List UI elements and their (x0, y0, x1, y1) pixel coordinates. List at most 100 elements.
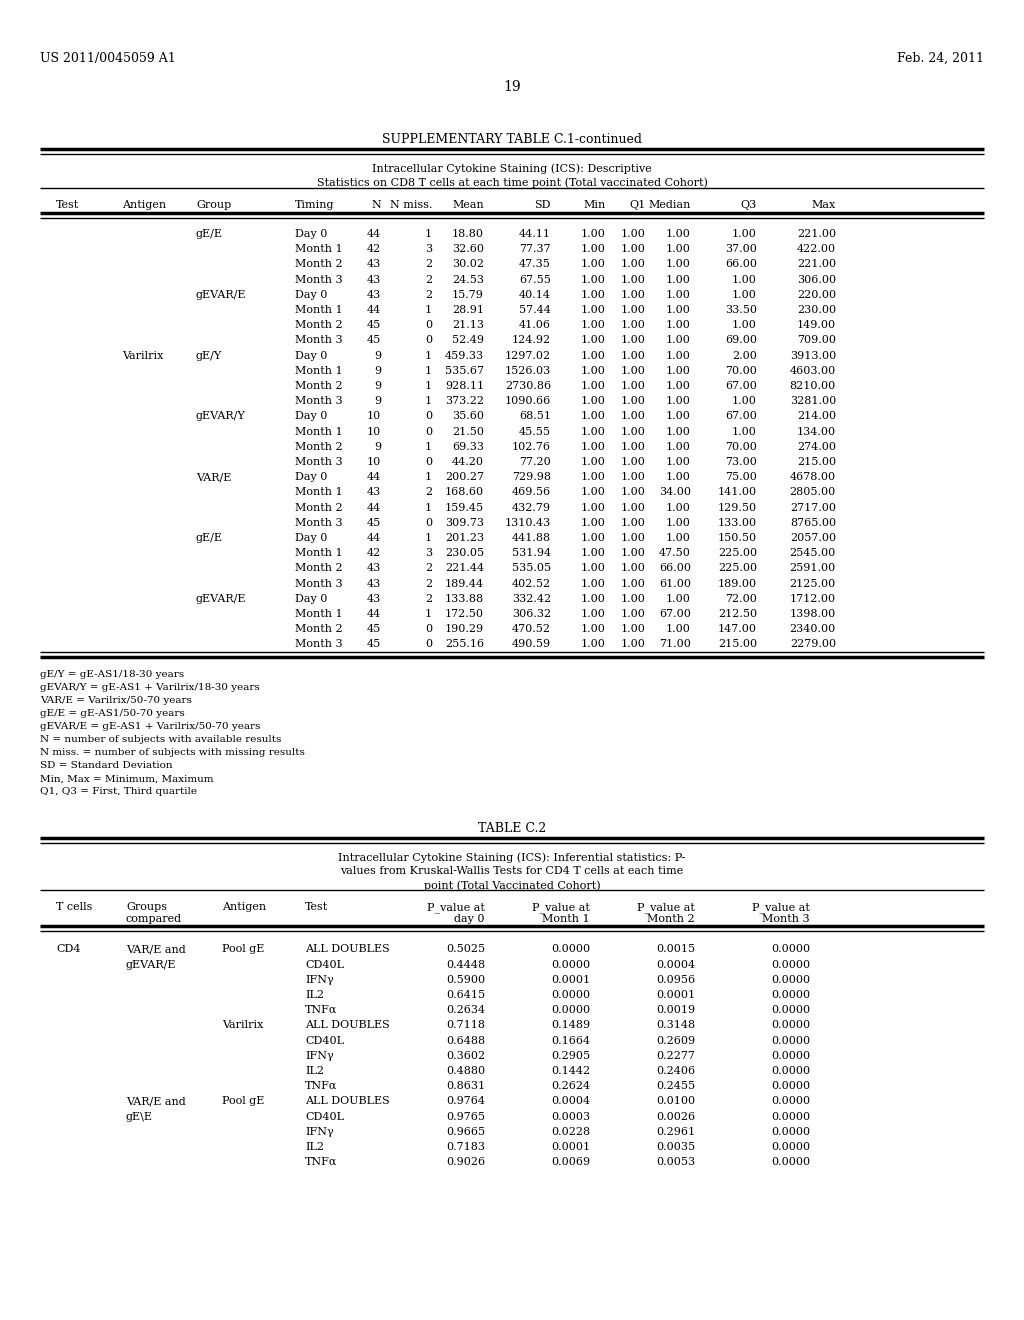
Text: Month 3: Month 3 (295, 457, 343, 467)
Text: Day 0: Day 0 (295, 351, 328, 360)
Text: Varilrix: Varilrix (122, 351, 164, 360)
Text: 0.0000: 0.0000 (771, 1051, 810, 1061)
Text: 18.80: 18.80 (452, 228, 484, 239)
Text: Month 3: Month 3 (295, 396, 343, 407)
Text: Test: Test (305, 903, 329, 912)
Text: 66.00: 66.00 (659, 564, 691, 573)
Text: 0.0000: 0.0000 (771, 990, 810, 1001)
Text: 0.0956: 0.0956 (656, 974, 695, 985)
Text: 1.00: 1.00 (622, 275, 646, 285)
Text: Varilrix: Varilrix (222, 1020, 263, 1031)
Text: 0.0000: 0.0000 (551, 944, 590, 954)
Text: 1.00: 1.00 (582, 321, 606, 330)
Text: Day 0: Day 0 (295, 290, 328, 300)
Text: 0.0228: 0.0228 (551, 1127, 590, 1137)
Text: 0.2406: 0.2406 (656, 1067, 695, 1076)
Text: 42: 42 (367, 244, 381, 255)
Text: 1.00: 1.00 (667, 396, 691, 407)
Text: US 2011/0045059 A1: US 2011/0045059 A1 (40, 51, 176, 65)
Text: 0.2609: 0.2609 (656, 1036, 695, 1045)
Text: 3: 3 (425, 244, 432, 255)
Text: 535.05: 535.05 (512, 564, 551, 573)
Text: 1: 1 (425, 442, 432, 451)
Text: 0.3148: 0.3148 (656, 1020, 695, 1031)
Text: Antigen: Antigen (222, 903, 266, 912)
Text: 33.50: 33.50 (725, 305, 757, 315)
Text: P_value at: P_value at (752, 903, 810, 913)
Text: 306.32: 306.32 (512, 609, 551, 619)
Text: 0.2961: 0.2961 (656, 1127, 695, 1137)
Text: 57.44: 57.44 (519, 305, 551, 315)
Text: 73.00: 73.00 (725, 457, 757, 467)
Text: ALL DOUBLES: ALL DOUBLES (305, 1020, 390, 1031)
Text: 0.1489: 0.1489 (551, 1020, 590, 1031)
Text: 1.00: 1.00 (582, 487, 606, 498)
Text: VAR/E and: VAR/E and (126, 944, 185, 954)
Text: gE/Y: gE/Y (196, 351, 222, 360)
Text: 0.0000: 0.0000 (771, 1097, 810, 1106)
Text: 1.00: 1.00 (622, 548, 646, 558)
Text: 1.00: 1.00 (582, 426, 606, 437)
Text: 274.00: 274.00 (797, 442, 836, 451)
Text: values from Kruskal-Wallis Tests for CD4 T cells at each time: values from Kruskal-Wallis Tests for CD4… (340, 866, 684, 876)
Text: CD40L: CD40L (305, 1036, 344, 1045)
Text: VAR/E: VAR/E (196, 473, 231, 482)
Text: 1.00: 1.00 (582, 473, 606, 482)
Text: 531.94: 531.94 (512, 548, 551, 558)
Text: 19: 19 (503, 81, 521, 94)
Text: 67.00: 67.00 (725, 381, 757, 391)
Text: 0.0000: 0.0000 (771, 960, 810, 970)
Text: 1.00: 1.00 (667, 457, 691, 467)
Text: 67.00: 67.00 (725, 412, 757, 421)
Text: 1.00: 1.00 (622, 305, 646, 315)
Text: 0.0000: 0.0000 (551, 990, 590, 1001)
Text: 1.00: 1.00 (622, 396, 646, 407)
Text: 1: 1 (425, 473, 432, 482)
Text: 490.59: 490.59 (512, 639, 551, 649)
Text: 1.00: 1.00 (622, 228, 646, 239)
Text: 535.67: 535.67 (445, 366, 484, 376)
Text: Month 2: Month 2 (295, 321, 343, 330)
Text: 1.00: 1.00 (667, 473, 691, 482)
Text: 1090.66: 1090.66 (505, 396, 551, 407)
Text: Q1, Q3 = First, Third quartile: Q1, Q3 = First, Third quartile (40, 788, 197, 796)
Text: 45: 45 (367, 624, 381, 634)
Text: 212.50: 212.50 (718, 609, 757, 619)
Text: VAR/E = Varilrix/50-70 years: VAR/E = Varilrix/50-70 years (40, 697, 191, 705)
Text: 67.55: 67.55 (519, 275, 551, 285)
Text: 225.00: 225.00 (718, 564, 757, 573)
Text: 1.00: 1.00 (622, 381, 646, 391)
Text: 1297.02: 1297.02 (505, 351, 551, 360)
Text: 1.00: 1.00 (667, 381, 691, 391)
Text: Month 3: Month 3 (763, 915, 810, 924)
Text: 1.00: 1.00 (622, 335, 646, 346)
Text: 70.00: 70.00 (725, 366, 757, 376)
Text: 150.50: 150.50 (718, 533, 757, 543)
Text: 2340.00: 2340.00 (790, 624, 836, 634)
Text: Max: Max (812, 201, 836, 210)
Text: 709.00: 709.00 (797, 335, 836, 346)
Text: IL2: IL2 (305, 990, 324, 1001)
Text: Group: Group (196, 201, 231, 210)
Text: 469.56: 469.56 (512, 487, 551, 498)
Text: 1: 1 (425, 396, 432, 407)
Text: 928.11: 928.11 (444, 381, 484, 391)
Text: 43: 43 (367, 594, 381, 603)
Text: 0.0000: 0.0000 (771, 944, 810, 954)
Text: 3: 3 (425, 548, 432, 558)
Text: 0.7183: 0.7183 (446, 1142, 485, 1152)
Text: 1.00: 1.00 (622, 244, 646, 255)
Text: N miss.: N miss. (389, 201, 432, 210)
Text: 47.35: 47.35 (519, 260, 551, 269)
Text: 45.55: 45.55 (519, 426, 551, 437)
Text: 9: 9 (374, 351, 381, 360)
Text: 1.00: 1.00 (582, 639, 606, 649)
Text: Month 2: Month 2 (295, 260, 343, 269)
Text: 1: 1 (425, 609, 432, 619)
Text: 67.00: 67.00 (659, 609, 691, 619)
Text: point (Total Vaccinated Cohort): point (Total Vaccinated Cohort) (424, 880, 600, 891)
Text: 0.0001: 0.0001 (551, 974, 590, 985)
Text: 1.00: 1.00 (667, 533, 691, 543)
Text: 159.45: 159.45 (444, 503, 484, 512)
Text: 0.0000: 0.0000 (771, 1158, 810, 1167)
